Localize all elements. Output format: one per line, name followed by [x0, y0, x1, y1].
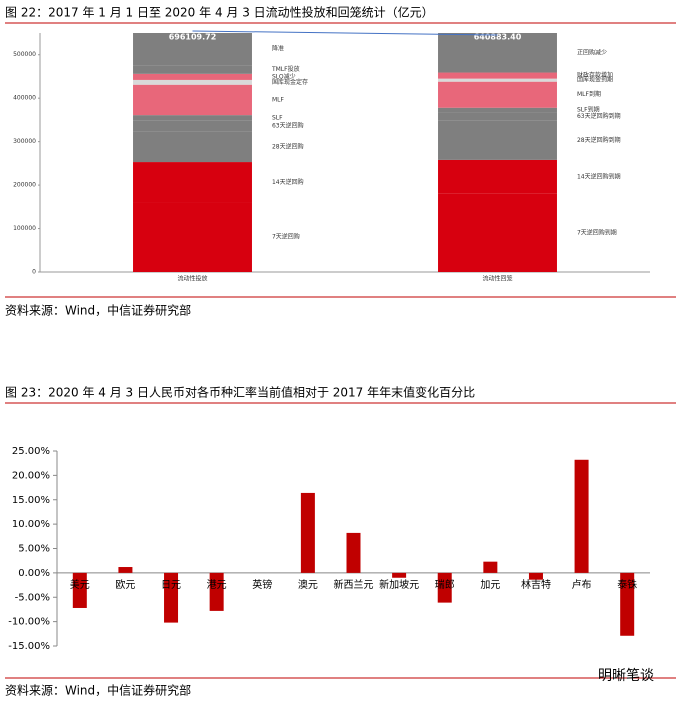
bar-segment [133, 79, 252, 85]
y-tick-label: 400000 [13, 95, 36, 102]
bar-segment [133, 84, 252, 116]
x-tick-label: 新西兰元 [334, 578, 374, 591]
y-tick-label: 300000 [13, 138, 36, 145]
bar-segment [438, 78, 557, 82]
segment-label: SLF到期 [577, 105, 600, 113]
watermark: 明晰笔谈 [598, 668, 654, 684]
y-tick-label: -15.00% [8, 641, 50, 652]
bar [209, 572, 224, 611]
x-tick-label: 英镑 [252, 578, 272, 591]
y-tick-label: 500000 [13, 51, 36, 58]
x-tick-label: 林吉特 [521, 578, 551, 591]
segment-label: 国库现金定存 [272, 78, 308, 86]
y-tick-label: -10.00% [8, 617, 50, 628]
bar [437, 572, 452, 603]
y-tick-label: 20.00% [12, 470, 50, 481]
x-tick-label: 流动性回笼 [482, 275, 512, 283]
segment-label: MLF [272, 96, 285, 103]
segment-label: 财政存款增加 [577, 71, 613, 79]
bar-segment [438, 112, 557, 121]
total-label: 640883.40 [474, 33, 522, 42]
y-tick-label: 15.00% [12, 495, 50, 506]
x-tick-label: 日元 [161, 580, 181, 591]
y-tick-label: 100000 [13, 225, 36, 232]
total-label: 696109.72 [169, 33, 217, 42]
segment-label: MLF到期 [577, 90, 601, 98]
bar-segment [438, 120, 557, 160]
y-tick-label: 25.00% [12, 446, 50, 457]
figure-title: 图 22：2017 年 1 月 1 日至 2020 年 4 月 3 日流动性投放… [5, 5, 434, 20]
bar-segment [438, 159, 557, 194]
segment-label: SLO减少 [272, 72, 296, 80]
bar-segment [438, 72, 557, 79]
segment-label: 7天逆回购 [272, 233, 300, 241]
segment-label: 14天逆回购到期 [577, 172, 621, 180]
bar-segment [133, 65, 252, 74]
bar-segment [133, 202, 252, 272]
bar-segment [438, 81, 557, 108]
bar [574, 459, 589, 573]
segment-label: SLF [272, 114, 283, 121]
bar-segment [133, 33, 252, 66]
figure-title: 图 23：2020 年 4 月 3 日人民币对各币种汇率当前值相对于 2017 … [5, 385, 475, 400]
bar-segment [133, 131, 252, 163]
x-tick-label: 美元 [70, 578, 90, 591]
segment-label: 28天逆回购到期 [577, 136, 621, 144]
y-tick-label: 200000 [13, 182, 36, 189]
y-tick-label: 0.00% [18, 568, 50, 579]
segment-label: 63天逆回购到期 [577, 112, 621, 120]
y-tick-label: 10.00% [12, 519, 50, 530]
segment-label: 国库现金到期 [577, 76, 613, 84]
x-tick-label: 港元 [207, 579, 227, 591]
x-tick-label: 瑞郎 [435, 578, 455, 591]
y-tick-label: 5.00% [18, 544, 50, 555]
bar [118, 567, 133, 573]
bar-segment [133, 162, 252, 203]
bar [164, 572, 179, 623]
bar [300, 492, 315, 573]
segment-label: 降准 [272, 45, 284, 53]
y-tick-label: -5.00% [15, 592, 50, 603]
x-tick-label: 泰铢 [617, 578, 637, 591]
connector [192, 30, 498, 36]
segment-label: 7天逆回购到期 [577, 228, 617, 236]
segment-label: 正回购减少 [577, 48, 607, 56]
segment-label: 63天逆回购 [272, 122, 304, 130]
bar-segment [438, 33, 557, 73]
source: 资料来源：Wind，中信证券研究部 [5, 683, 191, 698]
bar-segment [133, 115, 252, 121]
source: 资料来源：Wind，中信证券研究部 [5, 303, 191, 318]
x-tick-label: 新加坡元 [379, 578, 419, 591]
bar-segment [438, 193, 557, 272]
segment-label: 28天逆回购 [272, 142, 304, 150]
bar-segment [438, 107, 557, 113]
x-tick-label: 澳元 [298, 578, 318, 591]
x-tick-label: 流动性投放 [177, 275, 207, 283]
bar [483, 561, 498, 573]
bar [72, 572, 87, 608]
bar [392, 572, 407, 578]
bar-segment [133, 120, 252, 132]
segment-label: 14天逆回购 [272, 178, 304, 186]
y-tick-label: 0 [32, 269, 36, 276]
bar [528, 572, 543, 580]
bar-segment [133, 73, 252, 80]
x-tick-label: 加元 [480, 579, 500, 591]
bar [346, 532, 361, 573]
x-tick-label: 卢布 [572, 578, 592, 591]
bar [620, 572, 635, 636]
x-tick-label: 欧元 [115, 579, 135, 591]
segment-label: TMLF投放 [271, 65, 300, 73]
